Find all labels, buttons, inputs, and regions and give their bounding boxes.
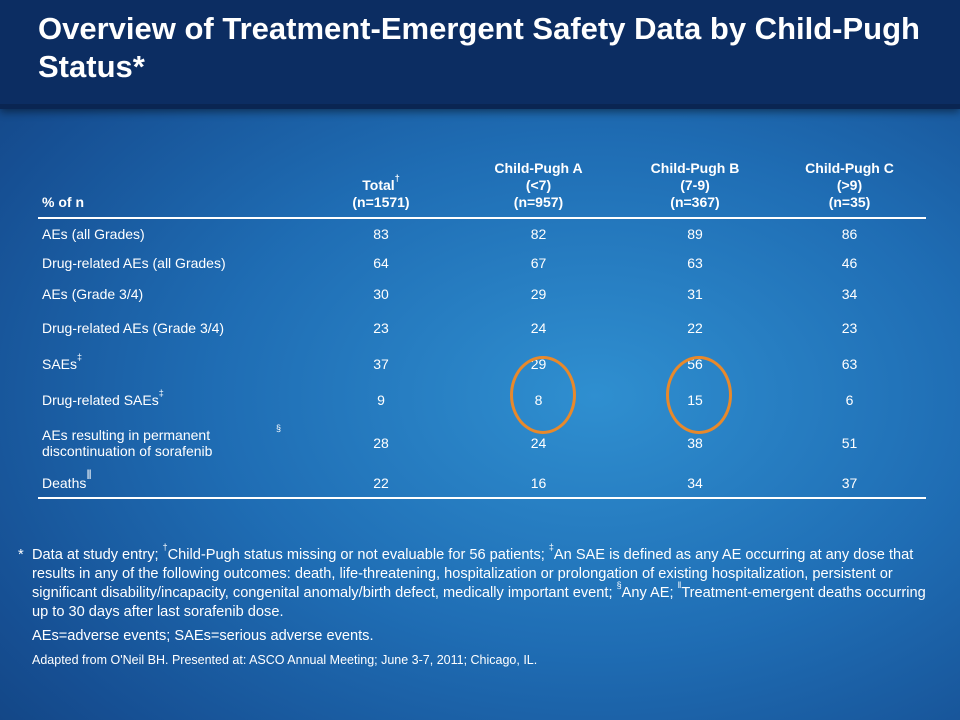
table-cell: 23 [373, 320, 389, 336]
footnote-segment: Data at study entry; [32, 547, 163, 563]
row-label-text: AEs (Grade 3/4) [42, 286, 144, 302]
table-cell: 51 [841, 435, 858, 451]
table-cell: 82 [530, 225, 547, 242]
row-label-text: Drug-related SAEs [42, 392, 159, 408]
table-cell: 22 [373, 474, 389, 491]
table-cell: 22 [687, 320, 703, 336]
table-cell: 9 [377, 392, 385, 408]
footnote-star: * [18, 547, 24, 563]
row-label-text: AEs (all Grades) [42, 225, 145, 242]
table-row: Drug-related SAEs‡ 9 8 15 6 [38, 382, 926, 418]
row-label-text: Deaths [42, 474, 87, 491]
column-header-line1: Child-Pugh B [650, 160, 740, 176]
row-label-sup: ‡ [77, 352, 83, 362]
column-header-line1: Child-Pugh C [805, 160, 894, 176]
table-cell: 34 [687, 474, 703, 491]
table-cell: 23 [841, 320, 858, 336]
table-cell: 37 [841, 474, 858, 491]
column-header-child-pugh-b: Child-Pugh B (7-9) (n=367) [617, 140, 773, 218]
column-header-line2: (<7) [525, 177, 552, 193]
table-cell: 6 [845, 392, 854, 408]
stub-header: % of n [42, 194, 84, 210]
footnotes: * Data at study entry; †Child-Pugh statu… [18, 543, 930, 670]
row-label-sup: ‡ [158, 388, 164, 398]
row-label: Deaths‖ [38, 468, 302, 498]
row-label-text: AEs resulting in permanent discontinuati… [42, 427, 213, 459]
footnote-segment: Child-Pugh status missing or not evaluab… [167, 547, 549, 563]
table-cell: 83 [373, 225, 389, 242]
row-label-sup: § [276, 423, 282, 433]
table-row: Deaths‖ 22 16 34 37 [38, 468, 926, 498]
table-cell: 37 [373, 356, 389, 372]
row-label-text: SAEs [42, 356, 78, 372]
table-cell: 38 [687, 435, 703, 451]
table-cell: 24 [530, 435, 547, 451]
table-row: Drug-related AEs (Grade 3/4) 23 24 22 23 [38, 310, 926, 346]
safety-data-table: % of n Total† (n=1571) Child-Pugh A (<7)… [38, 140, 926, 499]
footnote-segment: Treatment-emergent deaths occurring up t… [32, 585, 926, 620]
table-row: AEs resulting in permanent discontinuati… [38, 418, 926, 468]
row-label: AEs (Grade 3/4) [38, 278, 302, 310]
table-cell: 34 [841, 286, 858, 302]
table-cell: 30 [373, 286, 389, 302]
footnote-marker: † [162, 542, 168, 552]
column-header-sup: † [394, 173, 400, 183]
abbreviations-note: AEs=adverse events; SAEs=serious adverse… [32, 628, 374, 644]
footnote-text: Data at study entry; †Child-Pugh status … [32, 543, 930, 622]
row-label: SAEs‡ [38, 346, 302, 382]
table-cell: 31 [687, 286, 703, 302]
highlight-circle-child-pugh-a [510, 356, 576, 434]
row-label-sup: ‖ [86, 466, 92, 482]
footnote-marker: § [616, 580, 622, 590]
row-label-text: Drug-related AEs (all Grades) [42, 255, 226, 271]
table-cell: 28 [373, 435, 389, 451]
row-label: Drug-related SAEs‡ [38, 382, 302, 418]
table-cell: 67 [530, 255, 547, 271]
row-label-text: Drug-related AEs (Grade 3/4) [42, 320, 225, 336]
row-label: AEs resulting in permanent discontinuati… [38, 418, 302, 468]
footnote-marker: ‖ [677, 580, 682, 590]
column-header-line2: (7-9) [680, 177, 710, 193]
table-cell: 24 [530, 320, 547, 336]
table-cell: 63 [687, 255, 703, 271]
column-header-child-pugh-a: Child-Pugh A (<7) (n=957) [460, 140, 617, 218]
column-header-line3: (n=35) [828, 194, 871, 210]
table-cell: 89 [687, 225, 703, 242]
table-row: Drug-related AEs (all Grades) 64 67 63 4… [38, 248, 926, 278]
column-header-total: Total† (n=1571) [302, 140, 460, 218]
title-bar: Overview of Treatment-Emergent Safety Da… [0, 0, 960, 109]
table-cell: 16 [530, 474, 547, 491]
table-cell: 46 [841, 255, 858, 271]
highlight-circle-child-pugh-b [666, 356, 732, 434]
column-header-child-pugh-c: Child-Pugh C (>9) (n=35) [773, 140, 926, 218]
table-row: SAEs‡ 37 29 56 63 [38, 346, 926, 382]
footnote-segment: An SAE is defined as any AE occurring at… [32, 547, 914, 601]
source-citation: Adapted from O'Neil BH. Presented at: AS… [32, 653, 538, 667]
column-header-line3: (n=957) [513, 194, 564, 210]
footnote-marker: ‡ [548, 542, 554, 552]
footnote-main: * Data at study entry; †Child-Pugh statu… [18, 543, 930, 622]
row-label: AEs (all Grades) [38, 218, 302, 248]
column-header-line2: (n=1571) [352, 194, 410, 210]
column-header-line1: Total [362, 177, 395, 193]
table-cell: 63 [841, 356, 858, 372]
row-label: Drug-related AEs (Grade 3/4) [38, 310, 302, 346]
table-row: AEs (all Grades) 83 82 89 86 [38, 218, 926, 248]
column-header-line2: (>9) [836, 177, 863, 193]
table-cell: 29 [530, 286, 547, 302]
column-header-line1: Child-Pugh A [494, 160, 583, 176]
table-cell: 64 [373, 255, 389, 271]
table-header-row: % of n Total† (n=1571) Child-Pugh A (<7)… [38, 140, 926, 218]
footnote-segment: Any AE; [621, 585, 678, 601]
table-cell: 86 [841, 225, 858, 242]
column-header-line3: (n=367) [670, 194, 720, 210]
slide-title: Overview of Treatment-Emergent Safety Da… [38, 11, 920, 84]
row-label: Drug-related AEs (all Grades) [38, 248, 302, 278]
table-row: AEs (Grade 3/4) 30 29 31 34 [38, 278, 926, 310]
